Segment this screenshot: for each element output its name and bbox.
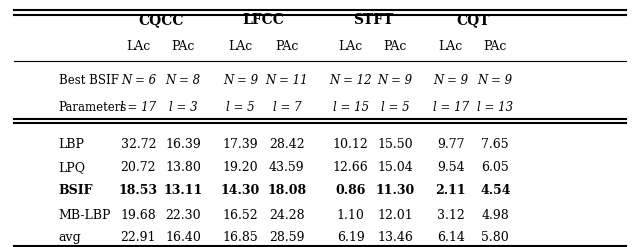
Text: 28.59: 28.59 [269, 230, 305, 244]
Text: 1.10: 1.10 [337, 208, 365, 222]
Text: BSIF: BSIF [59, 184, 93, 197]
Text: 32.72: 32.72 [121, 138, 156, 151]
Text: 2.11: 2.11 [435, 184, 466, 197]
Text: 15.50: 15.50 [378, 138, 413, 151]
Text: 18.08: 18.08 [268, 184, 307, 197]
Text: N = 11: N = 11 [266, 74, 308, 87]
Text: N = 9: N = 9 [378, 74, 413, 87]
Text: avg: avg [59, 230, 81, 244]
Text: 3.12: 3.12 [436, 208, 465, 222]
Text: 5.80: 5.80 [481, 230, 509, 244]
Text: 4.54: 4.54 [480, 184, 511, 197]
Text: 13.80: 13.80 [165, 161, 201, 174]
Text: PAc: PAc [484, 40, 507, 53]
Text: 9.54: 9.54 [437, 161, 465, 174]
Text: 12.01: 12.01 [378, 208, 413, 222]
Text: PAc: PAc [172, 40, 195, 53]
Text: 9.77: 9.77 [437, 138, 465, 151]
Text: 28.42: 28.42 [269, 138, 305, 151]
Text: MB-LBP: MB-LBP [59, 208, 111, 222]
Text: LAc: LAc [126, 40, 150, 53]
Text: 17.39: 17.39 [223, 138, 258, 151]
Text: 13.46: 13.46 [377, 230, 413, 244]
Text: 14.30: 14.30 [221, 184, 260, 197]
Text: LFCC: LFCC [243, 13, 284, 27]
Text: STFT: STFT [353, 13, 393, 27]
Text: LAc: LAc [339, 40, 363, 53]
Text: N = 9: N = 9 [433, 74, 468, 87]
Text: PAc: PAc [383, 40, 407, 53]
Text: 16.39: 16.39 [165, 138, 201, 151]
Text: l = 17: l = 17 [120, 101, 156, 114]
Text: 4.98: 4.98 [481, 208, 509, 222]
Text: 19.68: 19.68 [120, 208, 156, 222]
Text: 7.65: 7.65 [481, 138, 509, 151]
Text: 16.85: 16.85 [223, 230, 258, 244]
Text: 22.30: 22.30 [165, 208, 201, 222]
Text: 22.91: 22.91 [121, 230, 156, 244]
Text: PAc: PAc [275, 40, 298, 53]
Text: 16.40: 16.40 [165, 230, 201, 244]
Text: N = 9: N = 9 [223, 74, 258, 87]
Text: 16.52: 16.52 [223, 208, 258, 222]
Text: 6.19: 6.19 [337, 230, 364, 244]
Text: 6.05: 6.05 [481, 161, 509, 174]
Text: N = 6: N = 6 [121, 74, 156, 87]
Text: l = 17: l = 17 [433, 101, 468, 114]
Text: LPQ: LPQ [59, 161, 86, 174]
Text: l = 13: l = 13 [477, 101, 513, 114]
Text: 19.20: 19.20 [223, 161, 258, 174]
Text: N = 9: N = 9 [477, 74, 513, 87]
Text: 15.04: 15.04 [378, 161, 413, 174]
Text: l = 5: l = 5 [381, 101, 410, 114]
Text: 0.86: 0.86 [335, 184, 366, 197]
Text: LBP: LBP [59, 138, 84, 151]
Text: 6.14: 6.14 [436, 230, 465, 244]
Text: 20.72: 20.72 [121, 161, 156, 174]
Text: CQT: CQT [456, 13, 490, 27]
Text: 10.12: 10.12 [333, 138, 369, 151]
Text: CQCC: CQCC [138, 13, 184, 27]
Text: LAc: LAc [228, 40, 252, 53]
Text: 13.11: 13.11 [163, 184, 203, 197]
Text: Parameters: Parameters [59, 101, 127, 114]
Text: 43.59: 43.59 [269, 161, 305, 174]
Text: LAc: LAc [438, 40, 463, 53]
Text: l = 15: l = 15 [333, 101, 369, 114]
Text: 12.66: 12.66 [333, 161, 369, 174]
Text: 11.30: 11.30 [376, 184, 415, 197]
Text: N = 8: N = 8 [165, 74, 200, 87]
Text: N = 12: N = 12 [329, 74, 372, 87]
Text: 24.28: 24.28 [269, 208, 305, 222]
Text: l = 7: l = 7 [273, 101, 301, 114]
Text: Best BSIF: Best BSIF [59, 74, 119, 87]
Text: l = 3: l = 3 [169, 101, 197, 114]
Text: 18.53: 18.53 [119, 184, 158, 197]
Text: l = 5: l = 5 [226, 101, 255, 114]
